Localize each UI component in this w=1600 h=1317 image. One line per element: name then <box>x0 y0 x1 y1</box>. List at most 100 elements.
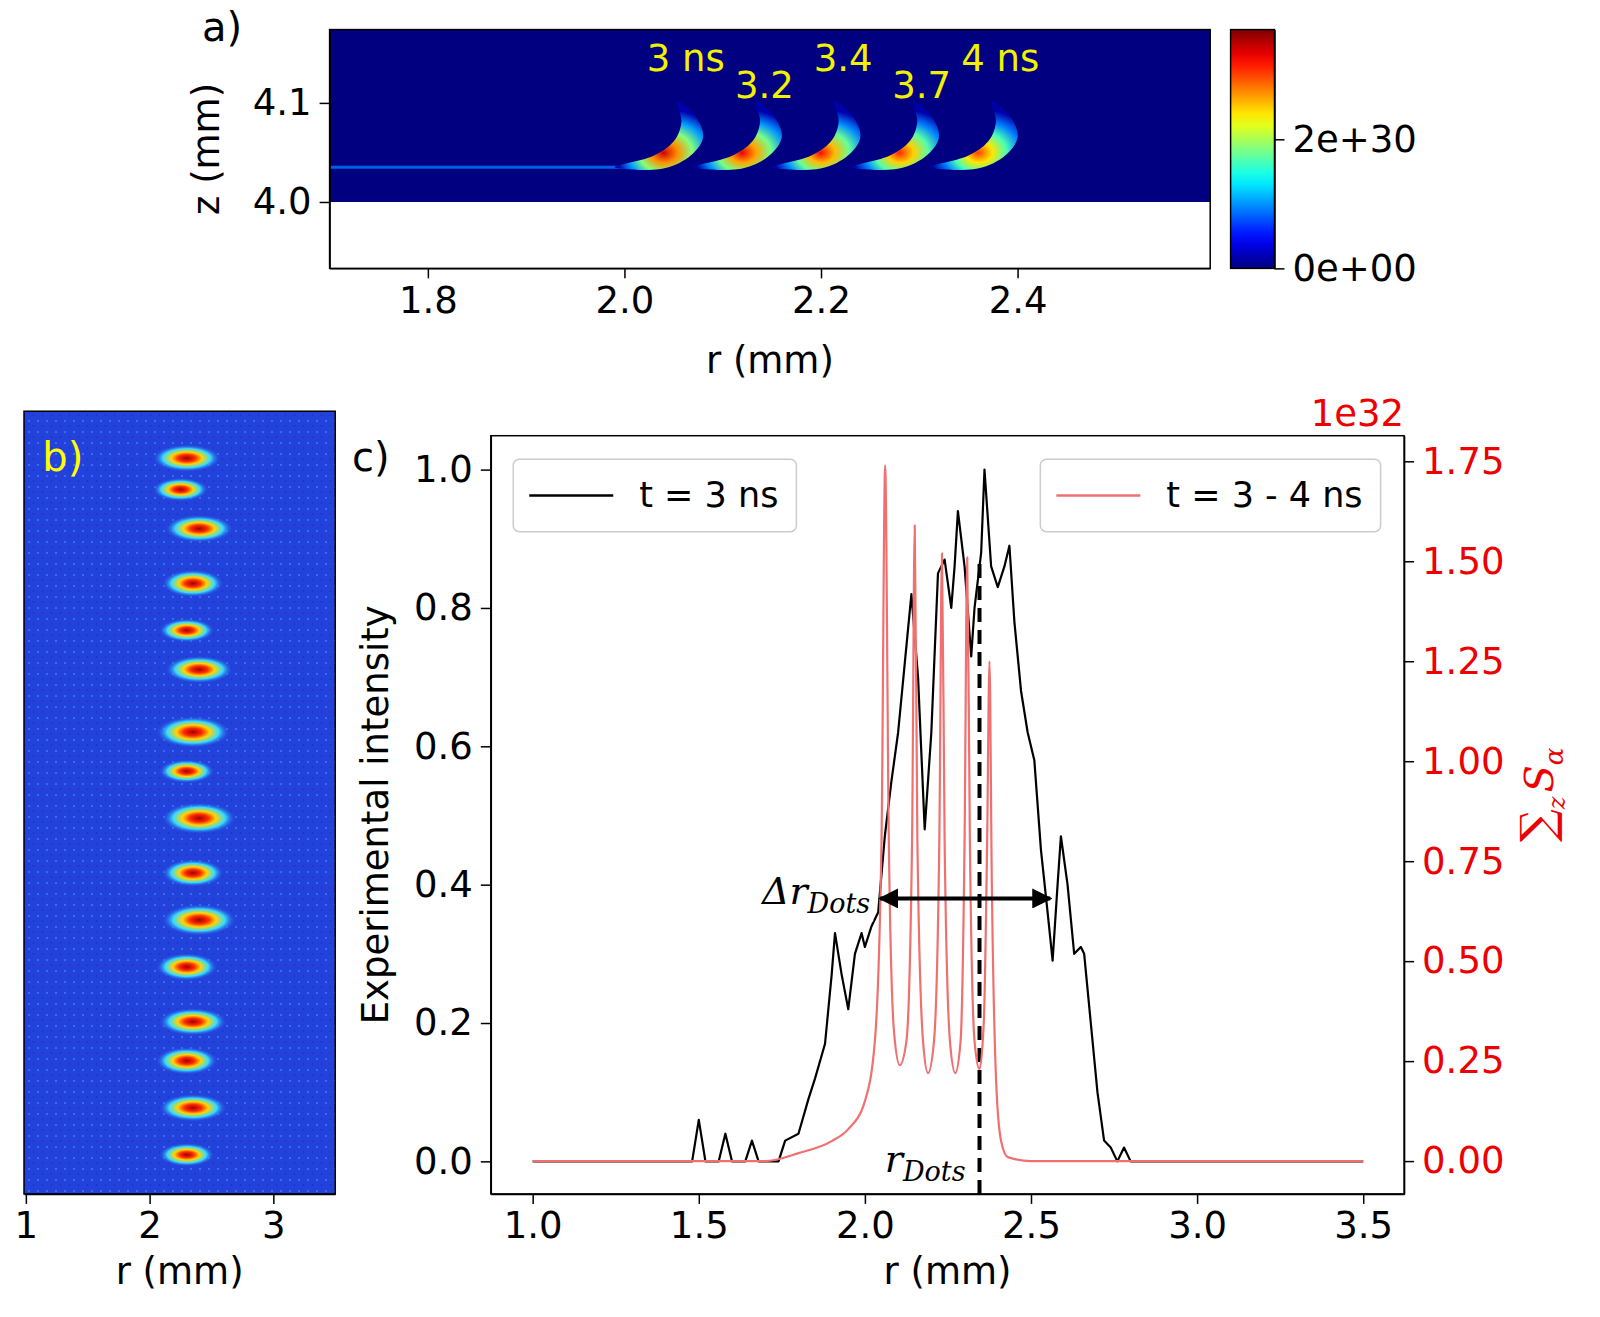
crescent <box>772 102 861 170</box>
tick-label: 2.0 <box>836 1204 895 1247</box>
tick-label: 1.5 <box>670 1204 729 1247</box>
dot-cluster <box>153 478 209 501</box>
dot-cluster <box>159 1008 227 1035</box>
image-ground <box>24 411 335 1194</box>
tick-label: 0.4 <box>414 863 473 906</box>
heatmap-field <box>330 30 1211 202</box>
y2-title-part: ∑ <box>1510 809 1564 842</box>
tick-label: 1.25 <box>1422 640 1504 683</box>
tick-label: 1.8 <box>399 279 458 322</box>
tick-mark <box>821 268 823 278</box>
legend: t = 3 ns <box>513 459 796 531</box>
tick-mark <box>1404 1161 1414 1163</box>
tick-mark <box>273 1194 275 1204</box>
tick-label: 1.50 <box>1422 540 1504 583</box>
dot-cluster <box>159 619 215 642</box>
tick: 1.5 <box>670 1194 729 1247</box>
delta-r-label: ΔrDots <box>757 867 873 921</box>
crescent-label: 3.2 <box>735 64 794 107</box>
axis-line <box>491 1194 1404 1196</box>
dot-cluster <box>165 515 233 542</box>
label-patch <box>757 867 873 921</box>
tick-mark <box>1404 961 1414 963</box>
tick: 4.1 <box>253 81 330 124</box>
y2-title-sub: z <box>1543 796 1571 810</box>
tick-mark <box>699 1194 701 1204</box>
tick: 0e+00 <box>1274 247 1416 290</box>
legend: t = 3 - 4 ns <box>1040 459 1380 531</box>
tick: 2.0 <box>596 268 655 321</box>
annotation-label: ΔrDots <box>760 869 870 919</box>
tick-mark <box>26 1194 28 1204</box>
tick-mark <box>481 1161 491 1163</box>
legend-line <box>529 494 613 497</box>
tick: 0.25 <box>1404 1039 1504 1082</box>
dot-cluster <box>162 570 224 597</box>
tick-label: 0.25 <box>1422 1039 1504 1082</box>
tick-label: 1.0 <box>414 448 473 491</box>
tick-label: 0.75 <box>1422 840 1504 883</box>
delta-r-arrow <box>880 896 1050 900</box>
plot-frame <box>330 30 1211 269</box>
dot-cluster <box>165 656 233 683</box>
tick-label: 0.0 <box>414 1140 473 1183</box>
crescent-label: 4 ns <box>961 37 1039 80</box>
y2-multiplier: 1e32 <box>1311 392 1404 435</box>
tick: 1.25 <box>1404 640 1504 683</box>
tick-label: 4.1 <box>253 81 312 124</box>
tick: 1.0 <box>414 448 491 491</box>
crescent-label: 3.7 <box>892 64 951 107</box>
tick: 2 <box>138 1194 162 1247</box>
tick-label: 0.50 <box>1422 939 1504 982</box>
y-axis: 0.00.20.40.60.81.0 <box>414 436 491 1194</box>
x-axis-title: r (mm) <box>116 1250 244 1293</box>
tick: 1.50 <box>1404 540 1504 583</box>
panel-label: b) <box>42 434 83 480</box>
tick-label: 0.8 <box>414 586 473 629</box>
tick: 0.0 <box>414 1140 491 1183</box>
axis-line <box>1404 436 1406 1194</box>
tick-label: 4.0 <box>253 180 312 223</box>
tick-label: 3.5 <box>1334 1204 1393 1247</box>
tick-label: 1 <box>15 1204 39 1247</box>
panel-label: a) <box>202 4 242 50</box>
tick: 0.75 <box>1404 840 1504 883</box>
tick-mark <box>532 1194 534 1204</box>
tick: 2.4 <box>989 268 1048 321</box>
legend-line <box>1056 494 1140 497</box>
tick-label: 1.00 <box>1422 740 1504 783</box>
y2-axis: 0.00 0.25 0.50 0.75 1.00 1.25 1.50 1.75 <box>1404 436 1504 1194</box>
figure: 3 ns3.23.43.74 ns1.82.02.22.44.04.1r (mm… <box>0 0 1600 1317</box>
tick-mark <box>481 608 491 610</box>
tick-label: 2.4 <box>989 279 1048 322</box>
tick-mark <box>624 268 626 278</box>
y2-axis-title: ∑zSα <box>1510 747 1571 842</box>
tick: 3 <box>262 1194 286 1247</box>
legend-label: t = 3 ns <box>639 475 778 515</box>
tick: 1.8 <box>399 268 458 321</box>
tick: 1.75 <box>1404 440 1504 483</box>
tick-label: 2 <box>138 1204 162 1247</box>
tick-mark <box>481 884 491 886</box>
tick: 1.0 <box>504 1194 563 1247</box>
tick-mark <box>481 469 491 471</box>
tick: 2.0 <box>836 1194 895 1247</box>
r-dots-line <box>978 556 982 1194</box>
plot-frame <box>1231 30 1275 269</box>
tick-mark <box>1404 561 1414 563</box>
plot-frame <box>24 411 335 1194</box>
dot-cluster <box>156 953 218 980</box>
tick-mark <box>1404 1061 1414 1063</box>
tick-label: 2.0 <box>596 279 655 322</box>
y2-title-sub: α <box>1539 747 1569 765</box>
tick-label: 1.0 <box>504 1204 563 1247</box>
x-axis-title: r (mm) <box>883 1250 1011 1293</box>
tick-mark <box>320 103 330 105</box>
y2-title-part: S <box>1516 765 1562 792</box>
y-axis-title: z (mm) <box>185 83 228 215</box>
dot-cluster <box>162 859 224 886</box>
tick-label: 0.00 <box>1422 1139 1504 1182</box>
tick: 2.2 <box>792 268 851 321</box>
axis-line <box>330 268 1211 270</box>
tick-label: 0.6 <box>414 725 473 768</box>
